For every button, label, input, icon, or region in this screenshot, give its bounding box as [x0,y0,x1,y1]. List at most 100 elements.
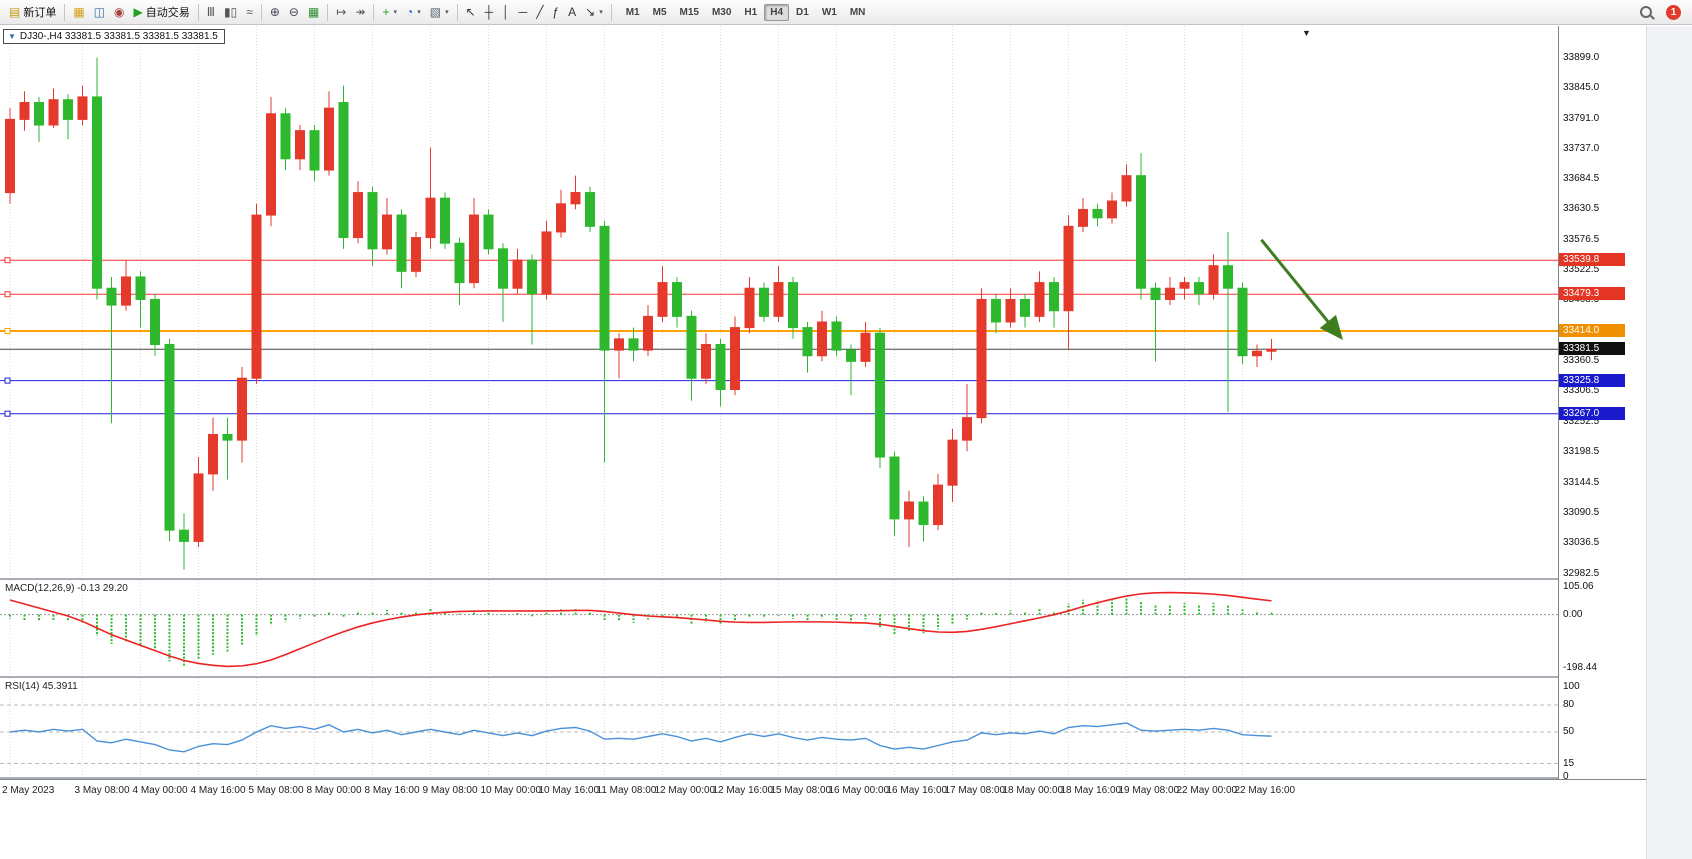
vertical-line-button[interactable]: │ [498,2,514,22]
toolbar: ▤ 新订单 ▦ ◫ ◉ ▶ 自动交易 Ⅲ ▮▯ ≈ ⊕ ⊖ ▦ ↦ ↠ + ▾ ◔ ▾ ▧ ▾ ↖ ┼ │ ─ ╱ ƒ A ↘ ▾ M1 M5… [0,0,1692,25]
cursor-icon: ↖ [465,5,476,19]
macd-canvas [0,580,1558,676]
crosshair-button[interactable]: ┼ [481,2,498,22]
time-label: 8 May 00:00 [306,785,362,796]
line-chart-icon: ≈ [246,5,253,19]
pane-separator[interactable] [0,676,1646,678]
bid-price-label: 33381.5 [1559,342,1625,356]
dropdown-arrow-icon: ▾ [599,9,603,16]
timeframe-button-h4[interactable]: H4 [764,3,790,21]
cursor-button[interactable]: ↖ [462,2,480,22]
price-pane[interactable] [0,26,1558,578]
fibonacci-button[interactable]: ƒ [548,2,563,22]
trendline-button[interactable]: ╱ [532,2,547,22]
macd-pane[interactable] [0,580,1558,676]
time-label: 15 May 08:00 [770,785,832,796]
chart-window: ▼ DJ30-,H4 33381.5 33381.5 33381.5 33381… [0,26,1692,859]
price-tick: 33144.5 [1563,476,1600,488]
text-button[interactable]: A [564,2,580,22]
toolbar-right: 1 [1636,2,1687,22]
profiles-icon: ◫ [93,5,106,19]
price-tick: 33360.5 [1563,355,1600,367]
price-tick: 32982.5 [1563,567,1600,579]
candlestick-icon: ▮▯ [224,5,238,19]
right-gutter [1646,26,1692,859]
new-chart-button[interactable]: ▦ [69,2,88,22]
hline-33325.8[interactable] [0,377,1558,384]
rsi-pane[interactable] [0,678,1558,777]
crosshair-icon: ┼ [484,5,494,19]
time-label: 18 May 16:00 [1060,785,1122,796]
timeframe-toolbar: M1 M5 M15 M30 H1 H4 D1 W1 MN [620,3,872,21]
zoom-in-button[interactable]: ⊕ [266,2,284,22]
toolbar-separator [197,3,199,21]
price-axis[interactable]: 33899.0 33845.0 33791.0 33737.0 33684.5 33630… [1558,26,1646,782]
line-chart-button[interactable]: ≈ [242,2,257,22]
collapse-triangle-icon[interactable]: ▼ [8,31,16,41]
time-label: 10 May 00:00 [480,785,542,796]
candles [5,57,1277,570]
timeframe-button-h1[interactable]: H1 [744,6,758,18]
grid-lines [9,678,1243,777]
zoom-out-icon: ⊖ [288,5,299,19]
indicators-button[interactable]: + ▾ [378,2,401,22]
horizontal-line-button[interactable]: ─ [515,2,532,22]
horizontal-line-icon: ─ [518,5,528,19]
vertical-line-icon: │ [502,5,510,19]
search-button[interactable] [1636,2,1656,22]
rsi-label: RSI(14) 45.3911 [5,681,78,692]
pane-separator[interactable] [0,777,1646,779]
time-label: 16 May 00:00 [828,785,890,796]
time-label: 4 May 00:00 [132,785,188,796]
toolbar-separator [373,3,375,21]
tile-windows-button[interactable]: ▦ [304,2,323,22]
autotrading-button[interactable]: ▶ 自动交易 [130,2,194,22]
candlestick-chart-button[interactable]: ▮▯ [220,2,241,22]
rsi-tick: 15 [1563,757,1575,769]
timeframe-button-m1[interactable]: M1 [625,6,640,18]
price-tick: 33684.5 [1563,172,1600,184]
dropdown-arrow-icon: ▾ [417,9,421,16]
bar-chart-button[interactable]: Ⅲ [203,2,219,22]
profiles-button[interactable]: ◫ [90,2,109,22]
time-label: 12 May 00:00 [654,785,716,796]
rsi-canvas [0,678,1558,777]
price-pane-canvas [0,26,1558,578]
price-tick: 33198.5 [1563,446,1600,458]
text-icon: A [568,5,577,19]
auto-scroll-button[interactable]: ↦ [332,2,350,22]
timeframe-button-d1[interactable]: D1 [796,6,809,18]
time-label: 12 May 16:00 [712,785,774,796]
chart-shift-button[interactable]: ↠ [351,2,369,22]
notification-badge[interactable]: 1 [1666,4,1681,20]
chart-shift-marker-icon[interactable]: ▼ [1302,28,1311,38]
time-label: 22 May 16:00 [1234,785,1296,796]
price-tick: 33630.5 [1563,203,1600,215]
data-window-button[interactable]: ◉ [110,2,128,22]
new-order-button[interactable]: ▤ 新订单 [5,2,60,22]
timeframe-button-m5[interactable]: M5 [652,6,667,18]
clock-icon: ◔ [405,5,414,19]
toolbar-separator [456,3,458,21]
time-label: 22 May 00:00 [1176,785,1238,796]
hline-33539.8[interactable] [0,257,1558,264]
new-order-button-label: 新订单 [23,7,57,19]
periods-button[interactable]: ◔ ▾ [402,2,425,22]
time-axis[interactable]: 2 May 2023 3 May 08:00 4 May 00:00 4 May 16… [0,779,1646,805]
timeframe-button-m15[interactable]: M15 [679,6,699,18]
timeframe-button-w1[interactable]: W1 [821,6,837,18]
down-arrow-annotation[interactable] [1260,238,1343,341]
arrows-button[interactable]: ↘ ▾ [581,2,607,22]
time-label: 5 May 08:00 [248,785,304,796]
chart-title: DJ30-,H4 33381.5 33381.5 33381.5 33381.5 [19,31,218,42]
timeframe-button-mn[interactable]: MN [849,6,866,18]
hline-33267.0[interactable] [0,410,1558,417]
pane-separator[interactable] [0,578,1646,580]
trendline-icon: ╱ [536,5,544,19]
toolbar-separator [64,3,66,21]
arrow-label-icon: ↘ [585,5,596,19]
time-label: 4 May 16:00 [190,785,246,796]
templates-button[interactable]: ▧ ▾ [426,2,453,22]
zoom-out-button[interactable]: ⊖ [285,2,303,22]
timeframe-button-m30[interactable]: M30 [711,6,732,18]
